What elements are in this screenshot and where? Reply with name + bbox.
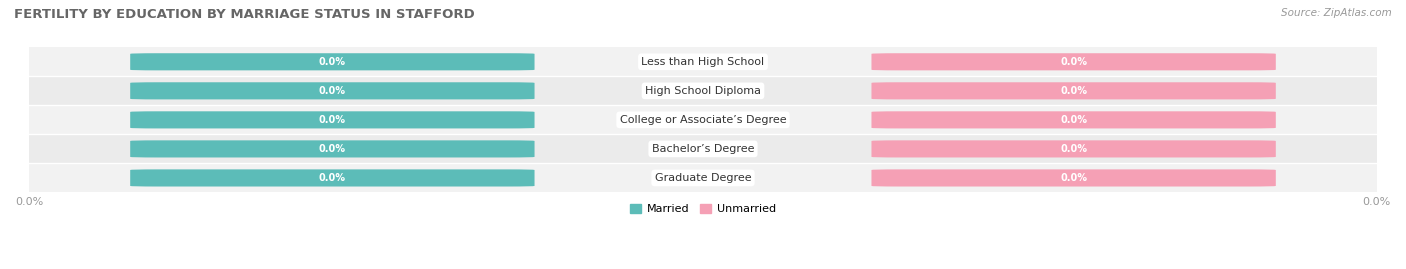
FancyBboxPatch shape bbox=[131, 169, 534, 186]
FancyBboxPatch shape bbox=[872, 82, 1275, 100]
FancyBboxPatch shape bbox=[131, 140, 534, 157]
FancyBboxPatch shape bbox=[131, 111, 534, 128]
Text: 0.0%: 0.0% bbox=[319, 86, 346, 96]
Text: 0.0%: 0.0% bbox=[1060, 173, 1087, 183]
Text: Bachelor’s Degree: Bachelor’s Degree bbox=[652, 144, 754, 154]
Text: 0.0%: 0.0% bbox=[1060, 115, 1087, 125]
Text: High School Diploma: High School Diploma bbox=[645, 86, 761, 96]
Text: Less than High School: Less than High School bbox=[641, 57, 765, 67]
Bar bbox=[30, 164, 1376, 192]
FancyBboxPatch shape bbox=[872, 53, 1275, 70]
Bar bbox=[30, 134, 1376, 164]
FancyBboxPatch shape bbox=[872, 140, 1275, 157]
Bar bbox=[30, 105, 1376, 134]
Text: 0.0%: 0.0% bbox=[1060, 57, 1087, 67]
FancyBboxPatch shape bbox=[872, 169, 1275, 186]
Text: 0.0%: 0.0% bbox=[319, 144, 346, 154]
Text: 0.0%: 0.0% bbox=[1060, 144, 1087, 154]
Text: Source: ZipAtlas.com: Source: ZipAtlas.com bbox=[1281, 8, 1392, 18]
Text: College or Associate’s Degree: College or Associate’s Degree bbox=[620, 115, 786, 125]
Text: 0.0%: 0.0% bbox=[1060, 86, 1087, 96]
Text: Graduate Degree: Graduate Degree bbox=[655, 173, 751, 183]
FancyBboxPatch shape bbox=[131, 53, 534, 70]
Text: FERTILITY BY EDUCATION BY MARRIAGE STATUS IN STAFFORD: FERTILITY BY EDUCATION BY MARRIAGE STATU… bbox=[14, 8, 475, 21]
Bar bbox=[30, 76, 1376, 105]
Bar bbox=[30, 47, 1376, 76]
Text: 0.0%: 0.0% bbox=[319, 115, 346, 125]
Text: 0.0%: 0.0% bbox=[319, 57, 346, 67]
Legend: Married, Unmarried: Married, Unmarried bbox=[626, 200, 780, 219]
FancyBboxPatch shape bbox=[131, 82, 534, 100]
Text: 0.0%: 0.0% bbox=[319, 173, 346, 183]
FancyBboxPatch shape bbox=[872, 111, 1275, 128]
